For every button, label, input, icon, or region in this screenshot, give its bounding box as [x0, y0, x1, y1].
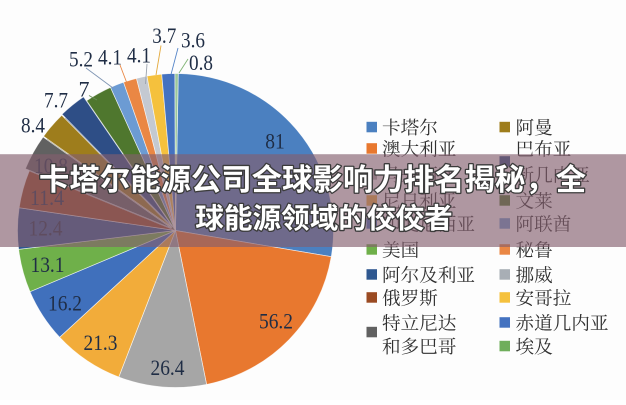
svg-text:3.6: 3.6	[181, 27, 205, 52]
svg-text:4.1: 4.1	[127, 42, 151, 67]
svg-text:81: 81	[265, 128, 285, 153]
svg-text:16.2: 16.2	[48, 290, 82, 315]
svg-text:21.3: 21.3	[84, 330, 118, 355]
svg-text:0.8: 0.8	[189, 50, 213, 75]
svg-text:7.7: 7.7	[44, 87, 68, 112]
svg-text:26.4: 26.4	[151, 355, 185, 380]
svg-text:7: 7	[79, 76, 90, 101]
svg-text:5.2: 5.2	[69, 46, 93, 71]
svg-text:8.4: 8.4	[21, 112, 45, 137]
svg-text:56.2: 56.2	[259, 308, 293, 333]
svg-text:4.1: 4.1	[98, 44, 122, 69]
svg-text:13.1: 13.1	[31, 252, 65, 277]
svg-text:3.7: 3.7	[152, 23, 176, 48]
